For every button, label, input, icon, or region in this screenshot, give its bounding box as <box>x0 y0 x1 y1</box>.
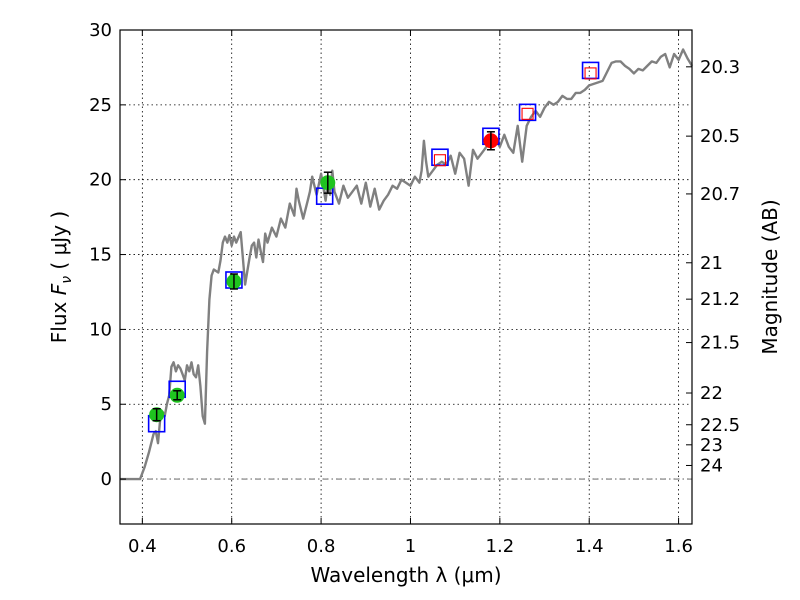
x-tick-label: 1.2 <box>486 536 515 557</box>
axis-ticks: 0.4 0.6 0.8 1 1.2 1.4 1.6 0 5 10 15 20 25 30 20.3 20.5 2… <box>89 20 740 557</box>
y-tick-label: 30 <box>89 20 112 41</box>
plot-frame <box>119 29 693 525</box>
synthetic-square <box>433 154 447 167</box>
x-tick-label: 0.8 <box>307 536 336 557</box>
x-tick-label: 1.6 <box>664 536 693 557</box>
mag-tick-label: 21 <box>700 253 723 274</box>
y-axis-label-suffix: ( μJy ) <box>47 211 71 276</box>
mag-tick-label: 22.5 <box>700 415 740 436</box>
mag-tick-label: 20.7 <box>700 184 740 205</box>
y-axis-label: Flux Fν ( μJy ) <box>47 211 75 343</box>
grid-lines <box>120 29 692 524</box>
mag-tick-label: 22 <box>700 383 723 404</box>
plot-area <box>120 48 694 481</box>
y-tick-label: 10 <box>89 319 112 340</box>
mag-tick-label: 20.5 <box>700 126 740 147</box>
synthetic-square <box>584 67 597 80</box>
y-tick-label: 5 <box>101 394 112 415</box>
y-axis-label-prefix: Flux <box>47 295 71 343</box>
synthetic-square <box>521 107 534 120</box>
y-axis-label-subscript: ν <box>59 276 75 284</box>
y-tick-label: 25 <box>89 95 112 116</box>
y2-axis-label: Magnitude (AB) <box>758 199 782 354</box>
model-square <box>518 103 537 122</box>
spectrum-line <box>120 48 694 481</box>
y-tick-label: 15 <box>89 245 112 266</box>
y-tick-label: 20 <box>89 170 112 191</box>
x-axis-label: Wavelength λ (μm) <box>310 563 501 587</box>
mag-tick-label: 23 <box>700 435 723 456</box>
x-tick-label: 0.6 <box>217 536 246 557</box>
mag-tick-label: 24 <box>700 455 723 476</box>
x-tick-label: 1.4 <box>575 536 604 557</box>
y-axis-label-symbol: F <box>47 283 71 295</box>
mag-tick-label: 21.5 <box>700 333 740 354</box>
mag-tick-label: 20.3 <box>700 57 740 78</box>
y-tick-label: 0 <box>101 469 112 490</box>
x-tick-label: 0.4 <box>128 536 157 557</box>
x-tick-label: 1 <box>405 536 416 557</box>
mag-tick-label: 21.2 <box>700 289 740 310</box>
